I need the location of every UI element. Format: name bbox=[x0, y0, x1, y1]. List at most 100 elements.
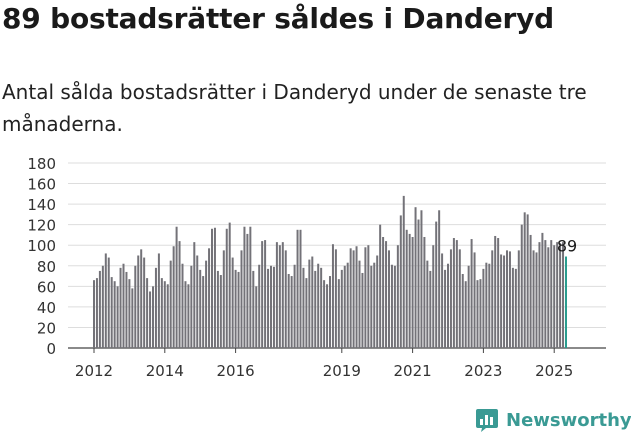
bar bbox=[131, 288, 134, 348]
bar bbox=[184, 281, 187, 348]
bar bbox=[101, 265, 104, 348]
bar bbox=[270, 265, 272, 348]
bar bbox=[299, 229, 302, 348]
bar bbox=[326, 284, 329, 348]
bar bbox=[399, 215, 402, 348]
bar bbox=[529, 234, 532, 348]
bar bbox=[517, 250, 520, 348]
bars bbox=[93, 195, 567, 348]
bar bbox=[370, 265, 373, 348]
bar bbox=[255, 286, 258, 348]
bar bbox=[544, 240, 547, 348]
bar bbox=[408, 233, 411, 348]
bar bbox=[284, 250, 287, 348]
bar bbox=[228, 222, 231, 348]
bar bbox=[346, 262, 349, 348]
bar bbox=[511, 267, 514, 348]
bar bbox=[520, 224, 523, 348]
bar bbox=[149, 291, 152, 348]
bar bbox=[556, 242, 559, 348]
bar bbox=[331, 244, 334, 348]
bar bbox=[137, 255, 140, 348]
bar bbox=[302, 267, 305, 348]
bar bbox=[414, 207, 417, 348]
y-tick-label: 20 bbox=[37, 319, 56, 337]
page-subtitle: Antal sålda bostadsrätter i Danderyd und… bbox=[2, 80, 587, 136]
bar bbox=[157, 253, 160, 348]
bar bbox=[122, 263, 125, 348]
bar bbox=[181, 263, 184, 348]
bar bbox=[547, 247, 550, 348]
bar bbox=[482, 268, 485, 348]
bar bbox=[93, 280, 95, 348]
bar bbox=[494, 235, 497, 348]
y-tick-label: 80 bbox=[37, 258, 56, 276]
bar bbox=[396, 245, 399, 348]
bar bbox=[402, 195, 405, 348]
bar bbox=[216, 270, 219, 348]
bar bbox=[393, 265, 396, 348]
bar bbox=[364, 247, 367, 348]
bar bbox=[473, 252, 476, 348]
bar bbox=[278, 245, 281, 348]
y-tick-label: 180 bbox=[27, 155, 56, 173]
bar bbox=[163, 281, 166, 348]
bar bbox=[267, 268, 270, 348]
bar bbox=[420, 210, 423, 348]
bar bbox=[258, 264, 261, 348]
bar bbox=[470, 239, 473, 348]
bar bbox=[538, 242, 541, 348]
bar bbox=[290, 276, 293, 348]
bar bbox=[411, 237, 414, 348]
bar bbox=[175, 226, 178, 348]
bar bbox=[535, 252, 538, 348]
bar bbox=[385, 241, 388, 348]
y-tick-label: 0 bbox=[46, 340, 56, 358]
y-axis: 0 20 40 60 80 100 120 140 160 180 bbox=[27, 155, 56, 358]
y-tick-label: 100 bbox=[27, 237, 56, 255]
bar-highlight bbox=[565, 256, 567, 348]
bar bbox=[373, 262, 376, 348]
bar bbox=[113, 281, 116, 348]
bar bbox=[166, 284, 169, 348]
bar bbox=[435, 221, 438, 348]
bar bbox=[343, 265, 346, 348]
bar bbox=[125, 271, 128, 348]
bar bbox=[559, 243, 562, 348]
bar bbox=[426, 260, 429, 348]
bar bbox=[334, 249, 337, 348]
bar bbox=[110, 277, 113, 348]
bar bbox=[541, 232, 544, 348]
bar bbox=[146, 278, 149, 348]
bar bbox=[523, 212, 526, 348]
bar bbox=[508, 251, 511, 348]
bar bbox=[211, 228, 213, 348]
bar bbox=[358, 260, 361, 348]
bar bbox=[444, 269, 447, 348]
bar bbox=[119, 267, 122, 348]
bar bbox=[311, 256, 314, 348]
bar bbox=[231, 257, 234, 348]
brand-name: Newsworthy bbox=[506, 409, 631, 431]
x-tick-label: 2014 bbox=[146, 362, 184, 380]
bar bbox=[550, 240, 553, 348]
bar bbox=[202, 276, 205, 348]
brand[interactable]: Newsworthy bbox=[474, 407, 631, 433]
bar bbox=[461, 274, 464, 348]
bar bbox=[98, 270, 101, 348]
bar bbox=[275, 242, 278, 348]
bar bbox=[361, 272, 364, 348]
bar bbox=[196, 255, 199, 348]
bar bbox=[449, 249, 452, 348]
bar bbox=[199, 269, 202, 348]
bar bbox=[264, 240, 267, 348]
bar bbox=[172, 246, 175, 348]
bar bbox=[526, 214, 529, 348]
bar bbox=[382, 237, 385, 348]
last-value-label: 89 bbox=[557, 237, 577, 256]
bar bbox=[237, 271, 240, 348]
bar bbox=[134, 265, 137, 348]
bar bbox=[296, 229, 299, 348]
bar bbox=[405, 229, 408, 348]
